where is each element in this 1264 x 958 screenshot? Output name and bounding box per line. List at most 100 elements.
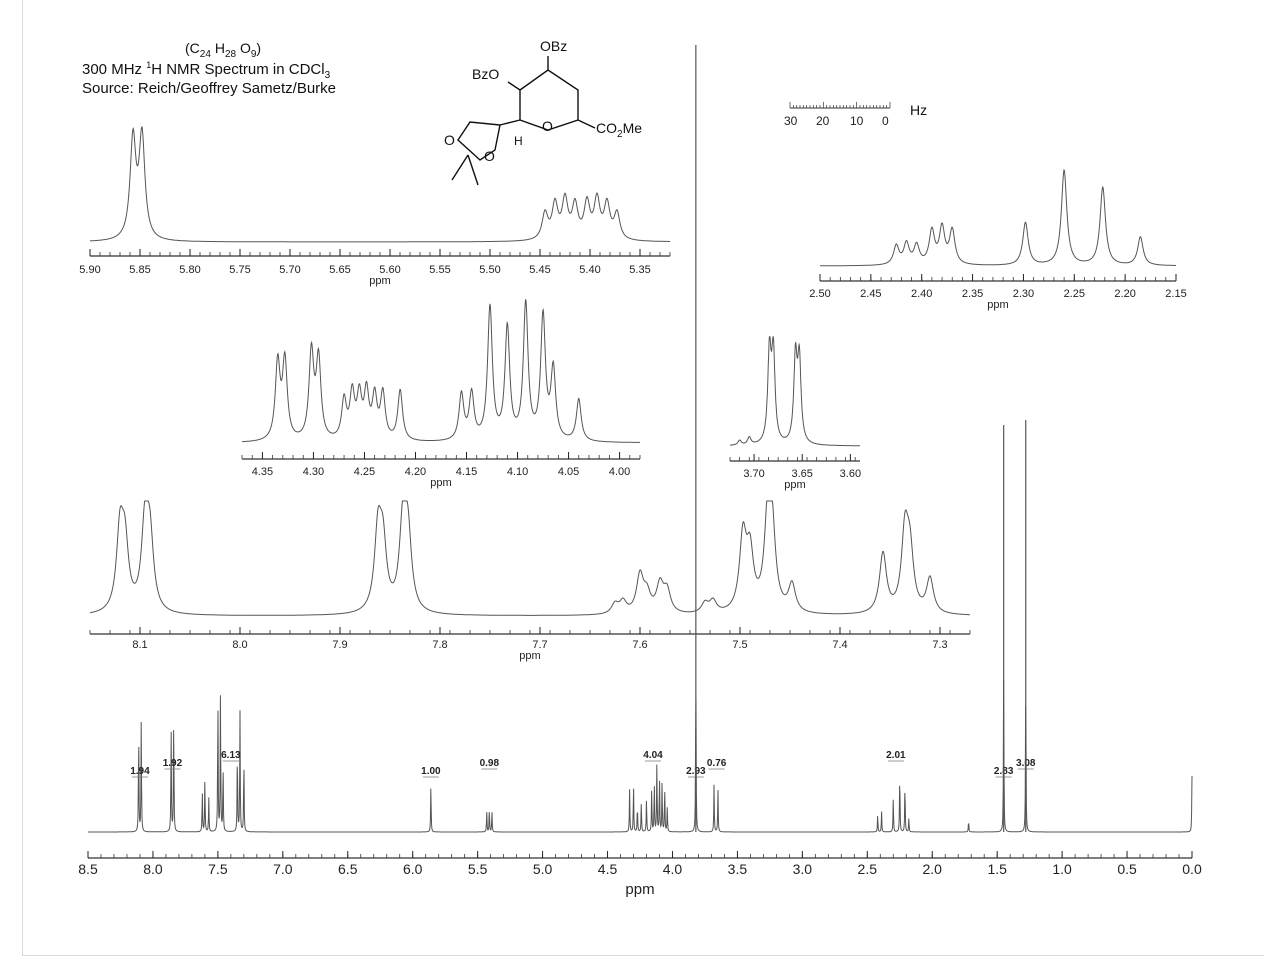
x-tick-label: 5.40 (579, 264, 600, 276)
integral-label: 2.01 (886, 750, 906, 761)
x-tick-label: 2.20 (1114, 288, 1135, 300)
x-tick-label: 5.0 (533, 861, 553, 877)
molecule-label-ester: CO2Me (596, 120, 643, 140)
x-tick-label: 5.35 (629, 264, 650, 276)
hz-scale-tick: 10 (850, 114, 864, 128)
x-tick-label: 2.0 (923, 861, 943, 877)
x-tick-label: 1.5 (987, 861, 1007, 877)
x-tick-label: 4.0 (663, 861, 683, 877)
x-tick-label: 3.0 (793, 861, 813, 877)
x-tick-label: 6.5 (338, 861, 358, 877)
x-tick-label: 2.40 (911, 288, 932, 300)
x-tick-label: 3.5 (728, 861, 748, 877)
x-tick-label: 4.30 (303, 466, 324, 478)
hz-scale-tick: 0 (882, 114, 889, 128)
x-tick-label: 5.55 (429, 264, 450, 276)
x-tick-label: 8.0 (232, 639, 247, 651)
molecule-label-h: H (514, 134, 523, 148)
hz-scale-tick: 20 (816, 114, 830, 128)
x-tick-label: 4.5 (598, 861, 618, 877)
hz-scale-bar (789, 102, 891, 109)
integral-label: 1.92 (163, 758, 183, 769)
spectrum-panel-main: 8.5 8.0 7.5 7.0 6.5 6.0 5.5 5.0 4.5 4.0 3.5 3.0 2.5 2… (78, 679, 1202, 898)
spectrum-title: 300 MHz 1H NMR Spectrum in CDCl3 (82, 60, 331, 81)
x-tick-label: 5.65 (329, 264, 350, 276)
x-tick-label: 2.5 (858, 861, 878, 877)
x-tick-label: 2.50 (809, 288, 830, 300)
x-tick-label: 5.50 (479, 264, 500, 276)
x-tick-label: 7.3 (932, 639, 947, 651)
spectrum-trace (820, 168, 1176, 267)
molecule-label-dioxolane-o1: O (444, 132, 455, 148)
x-tick-label: 4.05 (558, 466, 579, 478)
x-axis-title: ppm (519, 650, 540, 662)
x-tick-label: 3.65 (792, 468, 813, 480)
x-tick-label: 2.35 (962, 288, 983, 300)
x-tick-label: 6.0 (403, 861, 423, 877)
x-tick-label: 5.60 (379, 264, 400, 276)
x-tick-label: 7.8 (432, 639, 447, 651)
x-tick-label: 5.45 (529, 264, 550, 276)
x-tick-label: 5.75 (229, 264, 250, 276)
molecule-structure (451, 56, 596, 186)
x-tick-label: 4.25 (354, 466, 375, 478)
x-tick-label: 7.5 (732, 639, 747, 651)
x-tick-label: 7.9 (332, 639, 347, 651)
x-tick-label: 3.60 (840, 468, 861, 480)
x-tick-label: 7.6 (632, 639, 647, 651)
spectrum-trace (89, 500, 970, 616)
integral-label: 1.94 (130, 766, 150, 777)
x-tick-label: 4.10 (507, 466, 528, 478)
x-tick-label: 1.0 (1052, 861, 1072, 877)
spectrum-trace (90, 126, 670, 243)
x-tick-label: 8.1 (132, 639, 147, 651)
integral-label: 6.13 (221, 750, 241, 761)
x-tick-label: 0.0 (1182, 861, 1202, 877)
molecular-formula: (C24 H28 O9) (185, 40, 262, 60)
x-axis-title: ppm (369, 275, 390, 287)
x-tick-label: 3.70 (743, 468, 764, 480)
spectrum-source: Source: Reich/Geoffrey Sametz/Burke (82, 80, 337, 97)
x-tick-label: 4.35 (252, 466, 273, 478)
integral-label: 0.98 (480, 758, 500, 769)
spectrum-panel-inset-aromatic: 8.1 8.0 7.9 7.8 7.7 7.6 7.5 7.4 7.3 ppm (89, 500, 971, 662)
integral-label: 4.04 (643, 750, 663, 761)
x-tick-label: 2.25 (1064, 288, 1085, 300)
page-frame (22, 0, 1264, 956)
x-tick-label: 7.7 (532, 639, 547, 651)
x-tick-label: 0.5 (1117, 861, 1137, 877)
x-tick-label: 5.80 (179, 264, 200, 276)
x-tick-label: 8.0 (143, 861, 163, 877)
x-tick-label: 4.00 (609, 466, 630, 478)
x-tick-label: 4.15 (456, 466, 477, 478)
x-tick-label: 2.30 (1013, 288, 1034, 300)
x-axis-title: ppm (784, 479, 805, 491)
integral-label: 1.00 (421, 766, 441, 777)
x-tick-label: 8.5 (78, 861, 98, 877)
hz-scale-unit: Hz (910, 102, 928, 118)
x-tick-label: 5.90 (79, 264, 100, 276)
spectrum-trace (730, 336, 860, 447)
x-tick-label: 7.0 (273, 861, 293, 877)
x-tick-label: 5.85 (129, 264, 150, 276)
x-tick-label: 5.70 (279, 264, 300, 276)
x-tick-label: 2.45 (860, 288, 881, 300)
x-tick-label: 7.4 (832, 639, 847, 651)
spectrum-panel-inset-4.37-4.0: 4.35 4.30 4.25 4.20 4.15 4.10 4.05 4.00 ppm (241, 299, 641, 489)
molecule-label-dioxolane-o2: O (484, 148, 495, 164)
x-tick-label: 4.20 (405, 466, 426, 478)
molecule-label-obz: OBz (540, 38, 568, 54)
spectrum-panel-inset-2.5-2.15: 2.50 2.45 2.40 2.35 2.30 2.25 2.20 2.15 ppm (809, 168, 1187, 311)
integral-label: 0.76 (707, 758, 727, 769)
x-axis-title: ppm (430, 477, 451, 489)
x-tick-label: 7.5 (208, 861, 228, 877)
x-tick-label: 5.5 (468, 861, 488, 877)
spectrum-panel-inset-3.72-3.6: 3.70 3.65 3.60 ppm (729, 336, 861, 491)
x-tick-label: 2.15 (1165, 288, 1186, 300)
spectrum-trace (88, 679, 1193, 833)
hz-scale-tick: 30 (784, 114, 798, 128)
molecule-label-ring-o: O (542, 118, 553, 134)
x-axis-title: ppm (625, 881, 654, 898)
